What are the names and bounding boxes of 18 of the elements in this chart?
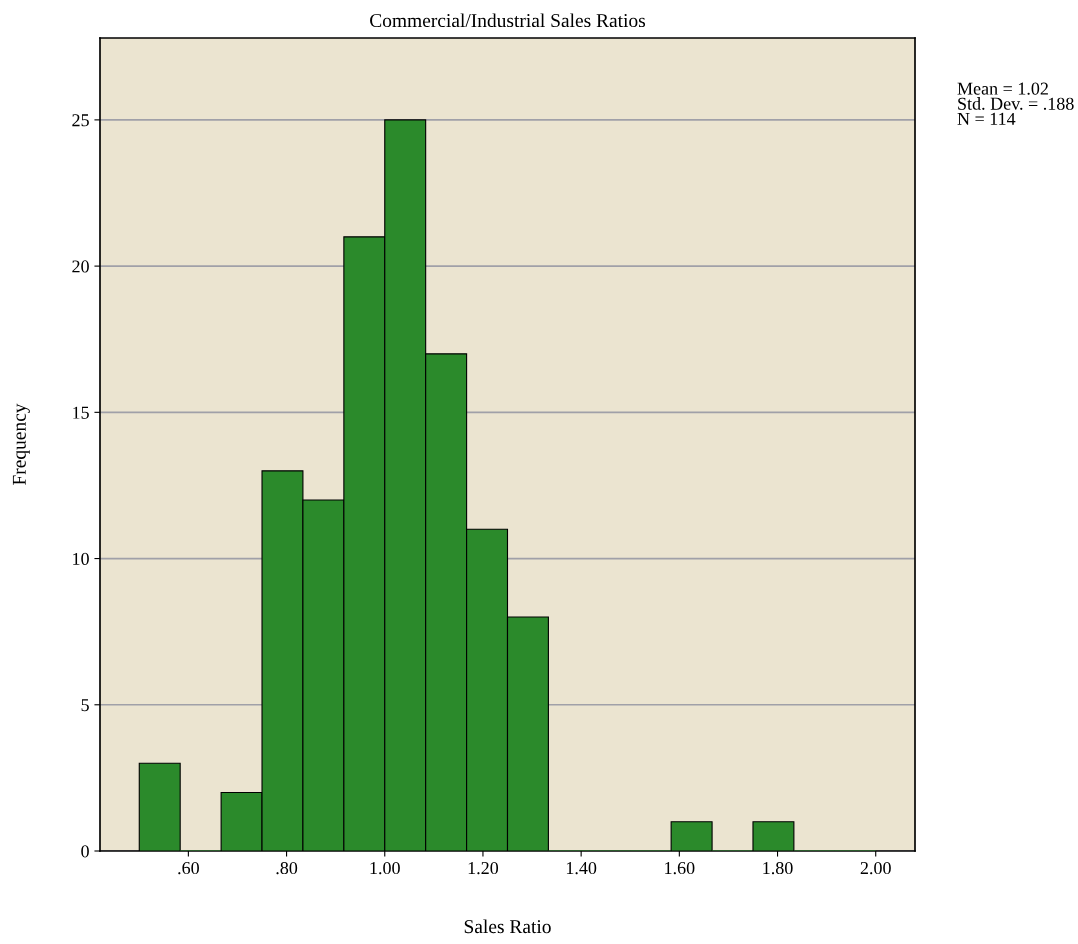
text: Mean = 1.02 Std. Dev. = .188 N = 114: [957, 82, 1074, 125]
x-tick-label: 1.60: [665, 861, 695, 875]
y-tick-label: 25: [72, 114, 89, 127]
y-tick-label: 20: [72, 260, 89, 273]
x-axis-title: Sales Ratio: [464, 919, 551, 934]
x-tick-label: 2.00: [860, 861, 891, 875]
y-tick-label: 10: [73, 552, 89, 565]
y-axis-title: Frequency: [12, 403, 30, 485]
y-tick-label: 15: [73, 406, 89, 419]
x-tick-label: .60: [178, 861, 199, 875]
y-tick-label: 0: [81, 845, 89, 858]
x-tick-label: 1.00: [370, 861, 400, 875]
x-tick-label: 1.20: [468, 861, 499, 875]
chart-title: Commercial/Industrial Sales Ratios: [370, 13, 646, 28]
x-tick-label: 1.80: [763, 861, 793, 875]
x-tick-label: .80: [276, 861, 298, 875]
y-tick-label: 5: [81, 699, 89, 712]
x-tick-label: 1.40: [566, 861, 597, 875]
